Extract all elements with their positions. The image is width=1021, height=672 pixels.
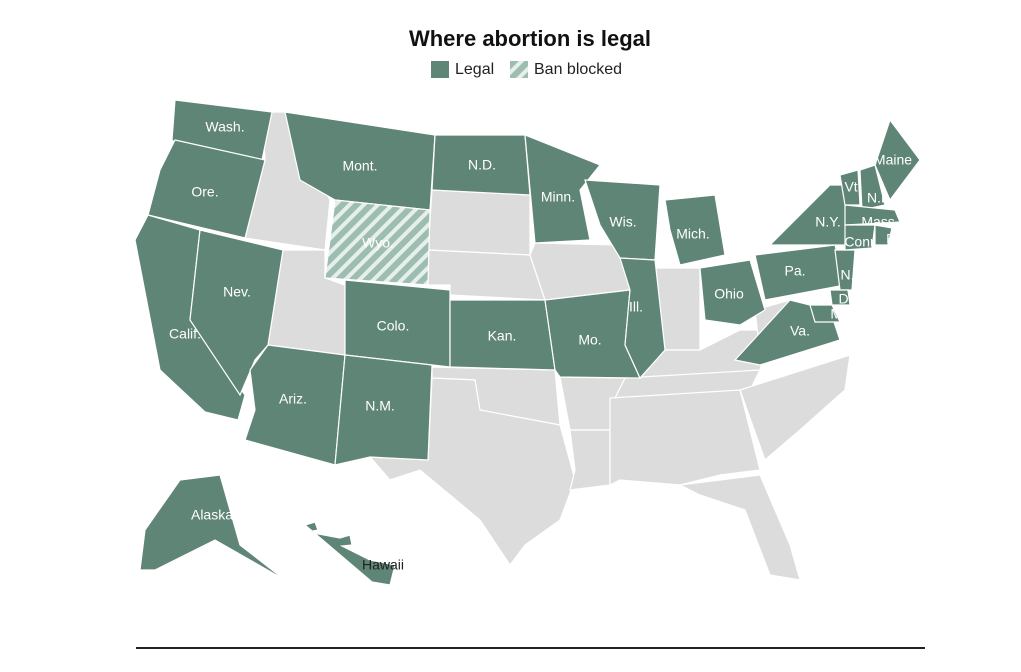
state (844, 224, 876, 251)
unlabeled-states (244, 111, 851, 581)
state-label: Hawaii (362, 557, 404, 573)
state (809, 304, 841, 323)
legend-swatch (510, 61, 528, 78)
labeled-states: Wash. Ore. Calif. Nev. Mont. Wyo. Colo. Ariz. N.… (134, 99, 921, 586)
state-label: Minn. (541, 189, 575, 205)
state-label: Ariz. (279, 391, 307, 407)
state (874, 224, 893, 246)
state-label: Conn. (844, 234, 881, 250)
state (569, 429, 611, 491)
state-label: Wash. (205, 119, 244, 135)
legend: Legal Ban blocked (431, 61, 622, 78)
state-label: Wis. (609, 214, 636, 230)
legend-label: Ban blocked (534, 61, 622, 78)
state (189, 229, 284, 397)
state (609, 389, 761, 486)
state-label: Md. (830, 306, 853, 322)
map-title: Where abortion is legal (409, 26, 651, 51)
state (368, 377, 576, 567)
state-label: Mont. (342, 158, 377, 174)
state (874, 118, 921, 202)
state (739, 354, 851, 462)
state-label: Maine (874, 152, 912, 168)
state (768, 184, 856, 246)
state (147, 139, 266, 239)
state-label: Ill. (629, 299, 643, 315)
state (844, 204, 901, 226)
state (324, 199, 431, 286)
state-label: Mo. (578, 332, 601, 348)
state-label: Pa. (784, 263, 805, 279)
state-label: Colo. (377, 318, 410, 334)
state-label: Ohio (714, 286, 744, 302)
state (829, 289, 851, 306)
legend-label: Legal (455, 61, 494, 78)
state (619, 257, 666, 380)
state (334, 354, 433, 466)
state (524, 134, 601, 244)
state-label: Calif. (169, 326, 201, 342)
state-label: Mich. (676, 226, 709, 242)
state-label: Ore. (191, 184, 218, 200)
state (139, 474, 286, 581)
state-label: Nev. (223, 284, 251, 300)
state (427, 189, 531, 256)
state-label: Del. (839, 291, 864, 307)
state (664, 194, 726, 266)
state-label: Vt. (844, 179, 861, 195)
state (839, 169, 861, 206)
state-label: Alaska (191, 507, 233, 523)
state-label: R.I. (886, 231, 908, 247)
state-label: N.J. (841, 267, 866, 283)
state-label: Va. (790, 323, 810, 339)
state (303, 521, 396, 586)
state-label: N.Y. (815, 214, 840, 230)
state-label: Kan. (488, 328, 517, 344)
state (699, 259, 766, 326)
state-label: N.D. (468, 157, 496, 173)
legend-swatch (431, 61, 449, 78)
state-label: N.M. (365, 398, 395, 414)
state-label: Wyo. (362, 235, 394, 251)
state (859, 164, 886, 211)
state (677, 474, 801, 581)
